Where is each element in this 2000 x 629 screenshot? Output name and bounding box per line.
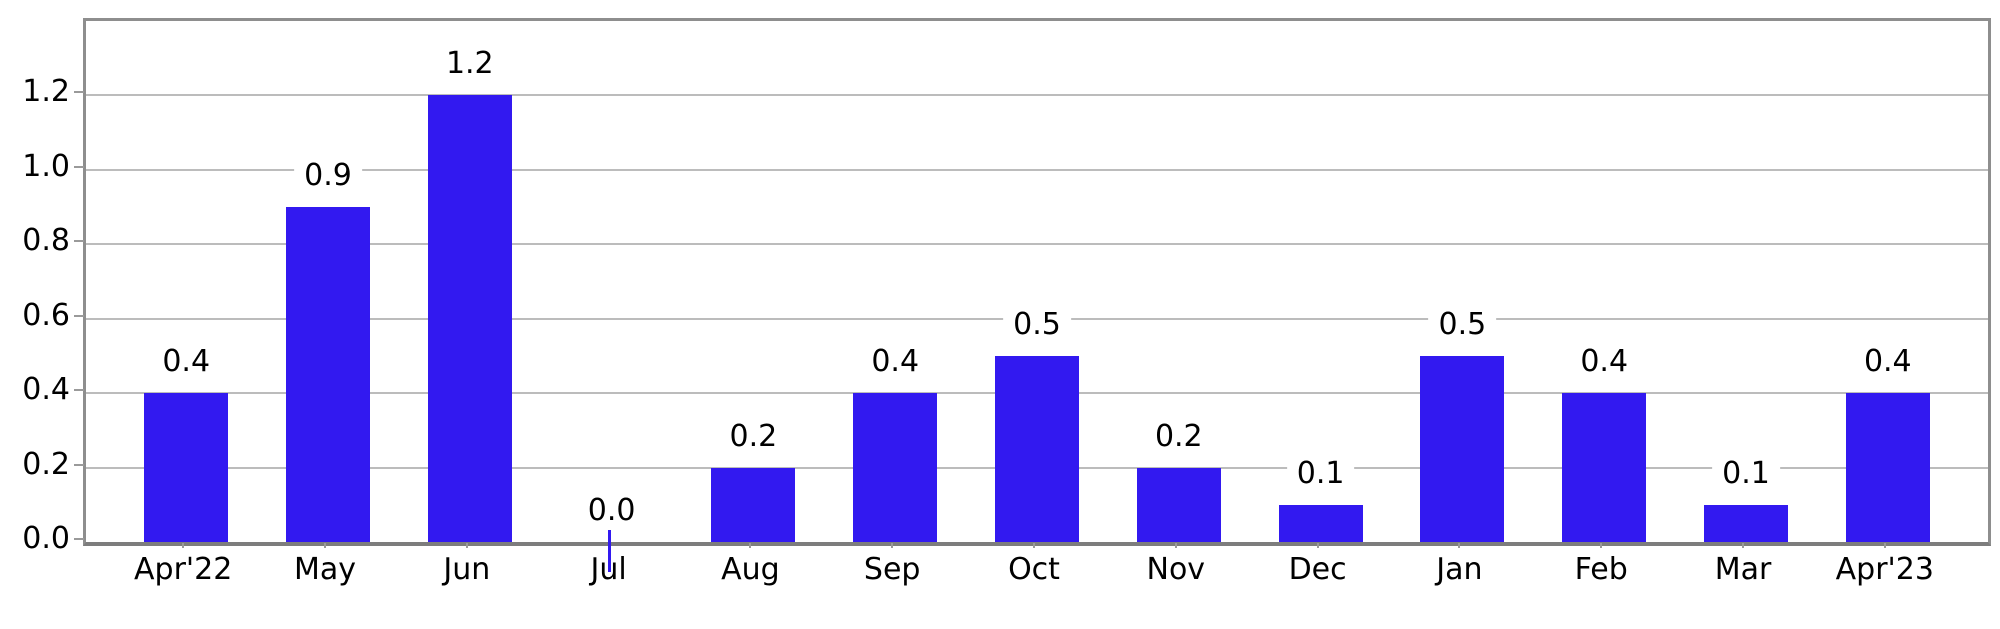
x-tick-label: Apr'22	[134, 552, 233, 587]
bar-value-label: 0.2	[719, 418, 788, 455]
bar-value-label: 0.5	[1428, 306, 1497, 343]
bar	[1704, 504, 1788, 542]
y-tick-label: 1.2	[22, 74, 70, 110]
bar-value-label: 1.2	[435, 46, 504, 83]
bar	[1136, 467, 1221, 542]
bar-value-label: 0.2	[1144, 418, 1213, 455]
x-axis-tick	[324, 543, 326, 548]
x-tick-label: Feb	[1574, 552, 1628, 587]
x-axis-tick	[1316, 543, 1319, 548]
bar-value-label: 0.0	[577, 493, 646, 529]
y-axis-tick	[74, 389, 84, 392]
x-axis-tick	[1174, 543, 1177, 548]
bar	[427, 95, 512, 542]
bar	[853, 393, 938, 542]
y-tick-label: 0.8	[22, 223, 70, 259]
y-axis-tick	[74, 91, 84, 94]
y-tick-label: 0.6	[22, 297, 70, 333]
x-axis-tick	[1458, 543, 1461, 548]
bar	[144, 393, 229, 542]
x-tick-label: Sep	[863, 552, 921, 587]
y-axis-tick	[74, 165, 84, 168]
zero-bar-marker	[607, 530, 611, 572]
bar	[286, 207, 370, 542]
x-axis-tick	[891, 543, 894, 548]
x-axis-tick	[1883, 543, 1886, 548]
bar-value-label: 0.1	[1712, 455, 1780, 492]
bar	[1845, 393, 1930, 542]
bar-value-label: 0.4	[152, 344, 221, 381]
x-tick-label: Mar	[1714, 552, 1772, 587]
x-axis-tick	[182, 543, 185, 548]
x-axis-tick	[1033, 543, 1035, 548]
x-tick-label: Apr'23	[1835, 552, 1934, 587]
y-axis-tick	[74, 463, 84, 466]
bar	[995, 355, 1079, 542]
bar	[711, 467, 796, 542]
y-tick-label: 0.0	[22, 521, 70, 556]
bar	[1278, 504, 1363, 542]
bar	[1562, 393, 1647, 542]
gridline	[86, 94, 1988, 97]
x-axis-tick	[465, 543, 468, 548]
gridline	[86, 243, 1988, 246]
bar-value-label: 0.4	[1570, 344, 1639, 381]
bar-value-label: 0.9	[294, 158, 362, 195]
x-axis-tick	[749, 543, 752, 548]
x-tick-label: Jun	[443, 552, 491, 587]
y-axis-tick	[74, 314, 84, 317]
x-axis-tick	[1600, 543, 1603, 548]
bar-value-label: 0.1	[1286, 455, 1355, 492]
y-tick-label: 1.0	[22, 148, 70, 184]
x-tick-label: Jan	[1436, 552, 1483, 587]
x-tick-label: Aug	[721, 552, 780, 587]
bar-value-label: 0.4	[1853, 344, 1922, 381]
x-tick-label: May	[293, 552, 357, 587]
x-tick-label: Nov	[1146, 552, 1206, 587]
y-tick-label: 0.2	[22, 446, 70, 482]
x-tick-label: Jul	[590, 552, 627, 587]
y-axis-tick	[74, 538, 84, 540]
x-tick-label: Oct	[1008, 552, 1060, 587]
plot-area: 0.4 0.9 1.2 0.0 0.2 0.4 0.5 0.2 0.1 0.5 0.4 0.1 0.4	[83, 18, 1991, 546]
bar-value-label: 0.5	[1003, 306, 1071, 343]
y-axis-tick	[74, 240, 84, 243]
bar-value-label: 0.4	[861, 344, 930, 381]
gridline	[86, 168, 1988, 171]
bar	[1420, 355, 1505, 542]
x-tick-label: Dec	[1288, 552, 1347, 587]
x-axis-tick	[1742, 543, 1744, 548]
y-tick-label: 0.4	[22, 372, 70, 408]
